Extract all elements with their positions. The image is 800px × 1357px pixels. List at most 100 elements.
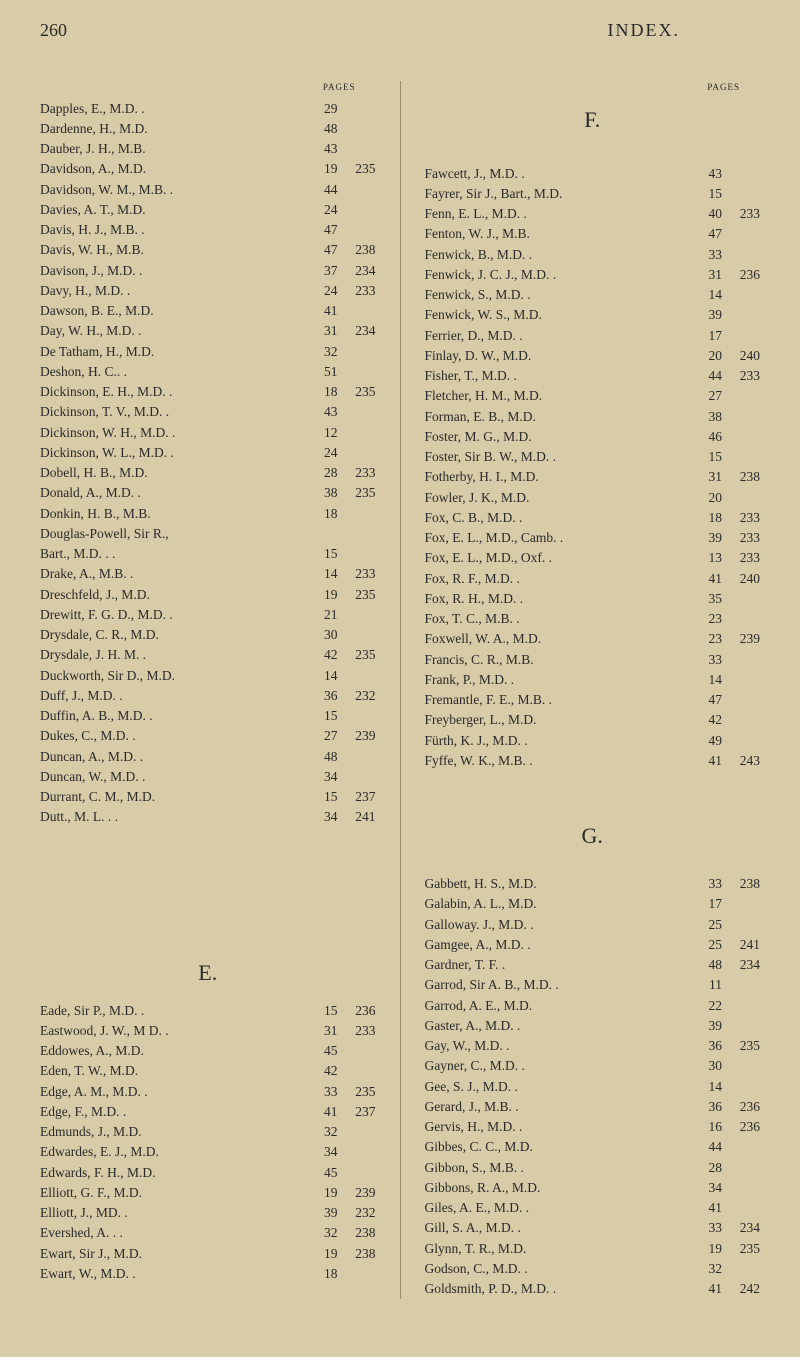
index-entry: Ferrier, D., M.D. .17	[425, 326, 761, 346]
entry-page-secondary	[338, 504, 376, 524]
entry-page-primary: 22	[692, 996, 722, 1016]
index-entry: Dickinson, W. L., M.D. . 24	[40, 443, 376, 463]
entry-page-primary: 19	[692, 1239, 722, 1259]
entry-name: Dickinson, W. L., M.D. .	[40, 443, 174, 463]
entries-g: Gabbett, H. S., M.D.33238Galabin, A. L.,…	[425, 874, 761, 1299]
entry-name: Gay, W., M.D. .	[425, 1036, 510, 1056]
entry-name: Dickinson, E. H., M.D. .	[40, 382, 172, 402]
index-entry: Eastwood, J. W., M D. .31233	[40, 1021, 376, 1041]
entry-page-primary: 33	[692, 245, 722, 265]
entry-page-secondary	[722, 447, 760, 467]
entry-name: Gardner, T. F. .	[425, 955, 506, 975]
entry-page-primary: 36	[308, 686, 338, 706]
entry-page-secondary: 237	[338, 787, 376, 807]
entry-name: De Tatham, H., M.D.	[40, 342, 154, 362]
index-entry: Edge, F., M.D. .41237	[40, 1102, 376, 1122]
index-entry: Fox, C. B., M.D. .18233	[425, 508, 761, 528]
entry-name: Ewart, W., M.D. .	[40, 1264, 136, 1284]
entry-page-primary: 24	[308, 443, 338, 463]
entry-page-secondary: 233	[722, 508, 760, 528]
entry-page-primary: 42	[308, 1061, 338, 1081]
entry-page-secondary	[722, 1178, 760, 1198]
entry-name: Giles, A. E., M.D. .	[425, 1198, 530, 1218]
entry-name: Douglas-Powell, Sir R.,	[40, 524, 169, 544]
entry-name: Elliott, G. F., M.D.	[40, 1183, 142, 1203]
entry-page-primary: 18	[308, 504, 338, 524]
entry-page-secondary	[722, 1056, 760, 1076]
entry-page-primary: 41	[308, 1102, 338, 1122]
index-entry: Galloway. J., M.D. .25	[425, 915, 761, 935]
entry-page-secondary: 232	[338, 686, 376, 706]
column-divider	[400, 81, 401, 1299]
entry-name: Day, W. H., M.D. .	[40, 321, 142, 341]
entry-page-primary: 32	[308, 1223, 338, 1243]
entry-name: Eden, T. W., M.D.	[40, 1061, 138, 1081]
entry-name: Fox, C. B., M.D. .	[425, 508, 523, 528]
entry-name: Gabbett, H. S., M.D.	[425, 874, 537, 894]
index-entry: Fowler, J. K., M.D.20	[425, 488, 761, 508]
page-header: 260 INDEX.	[40, 20, 760, 41]
entry-page-secondary	[722, 670, 760, 690]
entry-page-secondary	[722, 690, 760, 710]
entry-page-primary: 14	[692, 670, 722, 690]
entry-name: Edge, A. M., M.D. .	[40, 1082, 148, 1102]
index-entry: Dobell, H. B., M.D.28233	[40, 463, 376, 483]
entry-page-secondary	[338, 1264, 376, 1284]
entry-page-primary: 27	[692, 386, 722, 406]
entry-name: Frank, P., M.D. .	[425, 670, 515, 690]
entry-name: Garrod, A. E., M.D.	[425, 996, 533, 1016]
entry-name: Deshon, H. C.. .	[40, 362, 127, 382]
entry-page-primary: 47	[308, 220, 338, 240]
entry-page-secondary	[338, 1142, 376, 1162]
entry-page-secondary: 233	[338, 463, 376, 483]
entry-page-secondary	[722, 894, 760, 914]
entry-page-primary: 17	[692, 326, 722, 346]
index-entry: Bart., M.D. . .15	[40, 544, 376, 564]
entry-page-secondary: 238	[338, 1223, 376, 1243]
entry-page-primary: 42	[308, 645, 338, 665]
pages-label-left: PAGES	[40, 81, 376, 95]
entry-page-primary: 39	[692, 528, 722, 548]
entry-page-primary: 15	[308, 706, 338, 726]
entry-name: Davis, H. J., M.B. .	[40, 220, 145, 240]
index-entry: Galabin, A. L., M.D.17	[425, 894, 761, 914]
entry-page-secondary	[338, 625, 376, 645]
entry-name: Davidson, W. M., M.B. .	[40, 180, 173, 200]
entry-page-primary: 38	[308, 483, 338, 503]
right-column: PAGES F. Fawcett, J., M.D. .43Fayrer, Si…	[425, 81, 761, 1299]
entry-page-secondary	[722, 305, 760, 325]
section-letter-f: F.	[425, 103, 761, 136]
entry-name: Fenwick, B., M.D. .	[425, 245, 533, 265]
index-entry: Gabbett, H. S., M.D.33238	[425, 874, 761, 894]
index-entry: Drysdale, C. R., M.D.30	[40, 625, 376, 645]
entry-page-secondary	[722, 996, 760, 1016]
entry-page-secondary: 235	[338, 1082, 376, 1102]
entry-name: Fox, R. H., M.D. .	[425, 589, 524, 609]
entry-page-primary: 15	[308, 1001, 338, 1021]
entry-page-primary: 28	[692, 1158, 722, 1178]
entry-page-primary: 44	[692, 1137, 722, 1157]
index-entry: Elliott, G. F., M.D.19239	[40, 1183, 376, 1203]
index-entry: Edmunds, J., M.D.32	[40, 1122, 376, 1142]
entry-page-primary: 33	[692, 650, 722, 670]
entry-name: Davis, W. H., M.B.	[40, 240, 144, 260]
entry-page-secondary	[338, 706, 376, 726]
index-entry: Dawson, B. E., M.D.41	[40, 301, 376, 321]
index-entry: Gayner, C., M.D. .30	[425, 1056, 761, 1076]
section-letter-e: E.	[40, 956, 376, 989]
entries-e: Eade, Sir P., M.D. .15236Eastwood, J. W.…	[40, 1001, 376, 1285]
entry-page-secondary: 233	[722, 528, 760, 548]
entry-page-secondary: 234	[338, 321, 376, 341]
entry-name: Francis, C. R., M.B.	[425, 650, 534, 670]
entry-page-primary: 14	[692, 1077, 722, 1097]
entry-page-secondary: 240	[722, 569, 760, 589]
index-entry: Gibbon, S., M.B. .28	[425, 1158, 761, 1178]
index-entry: Durrant, C. M., M.D.15237	[40, 787, 376, 807]
entry-page-primary: 37	[308, 261, 338, 281]
index-entry: Fox, R. H., M.D. .35	[425, 589, 761, 609]
entry-page-primary: 41	[692, 1198, 722, 1218]
entry-page-secondary: 233	[338, 564, 376, 584]
entry-page-primary: 34	[308, 1142, 338, 1162]
entry-page-primary: 24	[308, 200, 338, 220]
entry-page-primary: 31	[692, 265, 722, 285]
